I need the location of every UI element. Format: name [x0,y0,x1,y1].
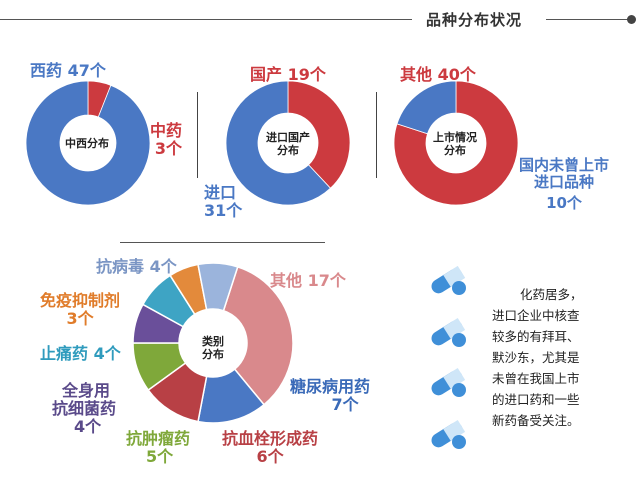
chart2-label-jinkou-name: 进口 [204,183,237,202]
chart3-label-weiceng-line2: 进口品种 [534,172,595,191]
note-line: 默沙东，尤其是 [492,350,580,365]
chart2-center-label-line1: 进口国产 [266,131,310,144]
chart1-label-zhongyao-value: 3个 [154,138,183,158]
chart3-label-weiceng: 国内未曾上市 进口品种 10个 [519,157,609,211]
note-line: 新药备受关注。 [492,413,580,428]
chart3-label-qita-name: 其他 [400,65,433,84]
chart1-label-xiyao: 西药 47个 [30,62,106,80]
chart4-label-qita: 其他 17个 [270,272,346,290]
pill-icon [431,368,466,397]
chart4-label-mianyi-name: 免疫抑制剂 [40,291,121,310]
pill-icon [431,420,466,449]
chart4-label-zhitongyao-value: 4个 [93,344,121,363]
note-line: 未曾在我国上市 [492,371,580,386]
chart2-center-label: 进口国产 分布 [258,131,318,157]
pill-icon [431,318,466,347]
chart3-label-weiceng-line1: 国内未曾上市 [519,156,610,174]
chart1-label-zhongyao-name: 中药 [150,121,183,140]
chart4-center-label: 类别 分布 [188,335,238,361]
header-line-left [0,19,412,20]
chart4-center-label-line2: 分布 [202,347,224,361]
chart4-label-kangxijun-line1: 全身用 [62,381,111,400]
note-line: 化药居多， [520,287,583,302]
chart3-center-hole [426,113,486,173]
chart4-label-tangniaobing: 糖尿病用药 7个 [290,378,370,414]
chart3-label-qita-value: 40个 [437,65,476,84]
chart4-label-zhitongyao-name: 止痛药 [40,344,89,363]
chart1-center-label: 中西分布 [65,137,109,150]
divider-vertical-2 [376,92,377,178]
chart4-label-kangxijun-line2: 抗细菌药 [52,398,117,418]
chart4-label-kangxueshuan-name: 抗血栓形成药 [222,429,319,448]
chart2-label-jinkou: 进口 31个 [204,184,242,220]
chart4-label-kangxueshuan-value: 6个 [256,446,284,466]
chart4-label-kangbingdu-value: 4个 [149,257,177,276]
chart3-center-label-line2: 分布 [444,143,466,157]
chart4-label-qita-name: 其他 [270,271,303,290]
note-text: 化药居多， 进口企业中核查 较多的有拜耳、 默沙东，尤其是 未曾在我国上市 的进… [492,284,622,431]
divider-horizontal [120,242,325,243]
chart3-center-label-line1: 上市情况 [433,131,477,144]
header-dot [627,15,636,24]
chart4-label-kangbingdu: 抗病毒 4个 [96,258,177,276]
chart4-label-mianyi: 免疫抑制剂 3个 [40,292,120,328]
chart4-label-kangxijun-value: 4个 [74,416,102,436]
chart2-center-hole [258,113,318,173]
header-line-right [546,19,630,20]
chart3-center-label: 上市情况 分布 [425,131,485,157]
chart4-center-hole [179,309,247,377]
pill-icon [431,266,466,295]
chart4-label-zhitongyao: 止痛药 4个 [40,345,121,363]
chart4-label-mianyi-value: 3个 [66,308,94,328]
chart2-label-guochan: 国产 19个 [250,66,326,84]
chart4-label-tangniaobing-value: 7个 [331,394,359,414]
chart4-label-kangzhongliu: 抗肿瘤药 5个 [126,430,190,466]
chart3-label-weiceng-value: 10个 [546,193,582,212]
chart2-center-label-line2: 分布 [277,143,299,157]
header-title: 品种分布状况 [426,11,523,29]
divider-vertical-1 [197,92,198,178]
chart1-label-xiyao-name: 西药 [30,61,63,80]
chart1-label-xiyao-value: 47个 [67,61,106,80]
chart2-label-guochan-name: 国产 [250,65,283,84]
chart1-label-zhongyao: 中药 3个 [150,122,182,158]
chart4-label-kangxijun: 全身用 抗细菌药 4个 [52,382,116,436]
chart2-label-jinkou-value: 31个 [204,200,243,220]
chart1-center-hole [60,115,116,171]
chart4-label-qita-value: 17个 [307,271,346,290]
chart4-label-tangniaobing-name: 糖尿病用药 [290,377,371,396]
chart4-center-label-line1: 类别 [202,335,224,348]
chart4-label-kangzhongliu-name: 抗肿瘤药 [126,429,191,448]
note-line: 进口企业中核查 [492,308,580,323]
chart3-label-qita: 其他 40个 [400,66,476,84]
chart2-label-guochan-value: 19个 [287,65,326,84]
chart4-label-kangzhongliu-value: 5个 [146,446,174,466]
chart4-label-kangxueshuan: 抗血栓形成药 6个 [222,430,318,466]
note-line: 的进口药和一些 [492,392,580,407]
note-line: 较多的有拜耳、 [492,329,580,344]
chart4-label-kangbingdu-name: 抗病毒 [96,257,145,276]
